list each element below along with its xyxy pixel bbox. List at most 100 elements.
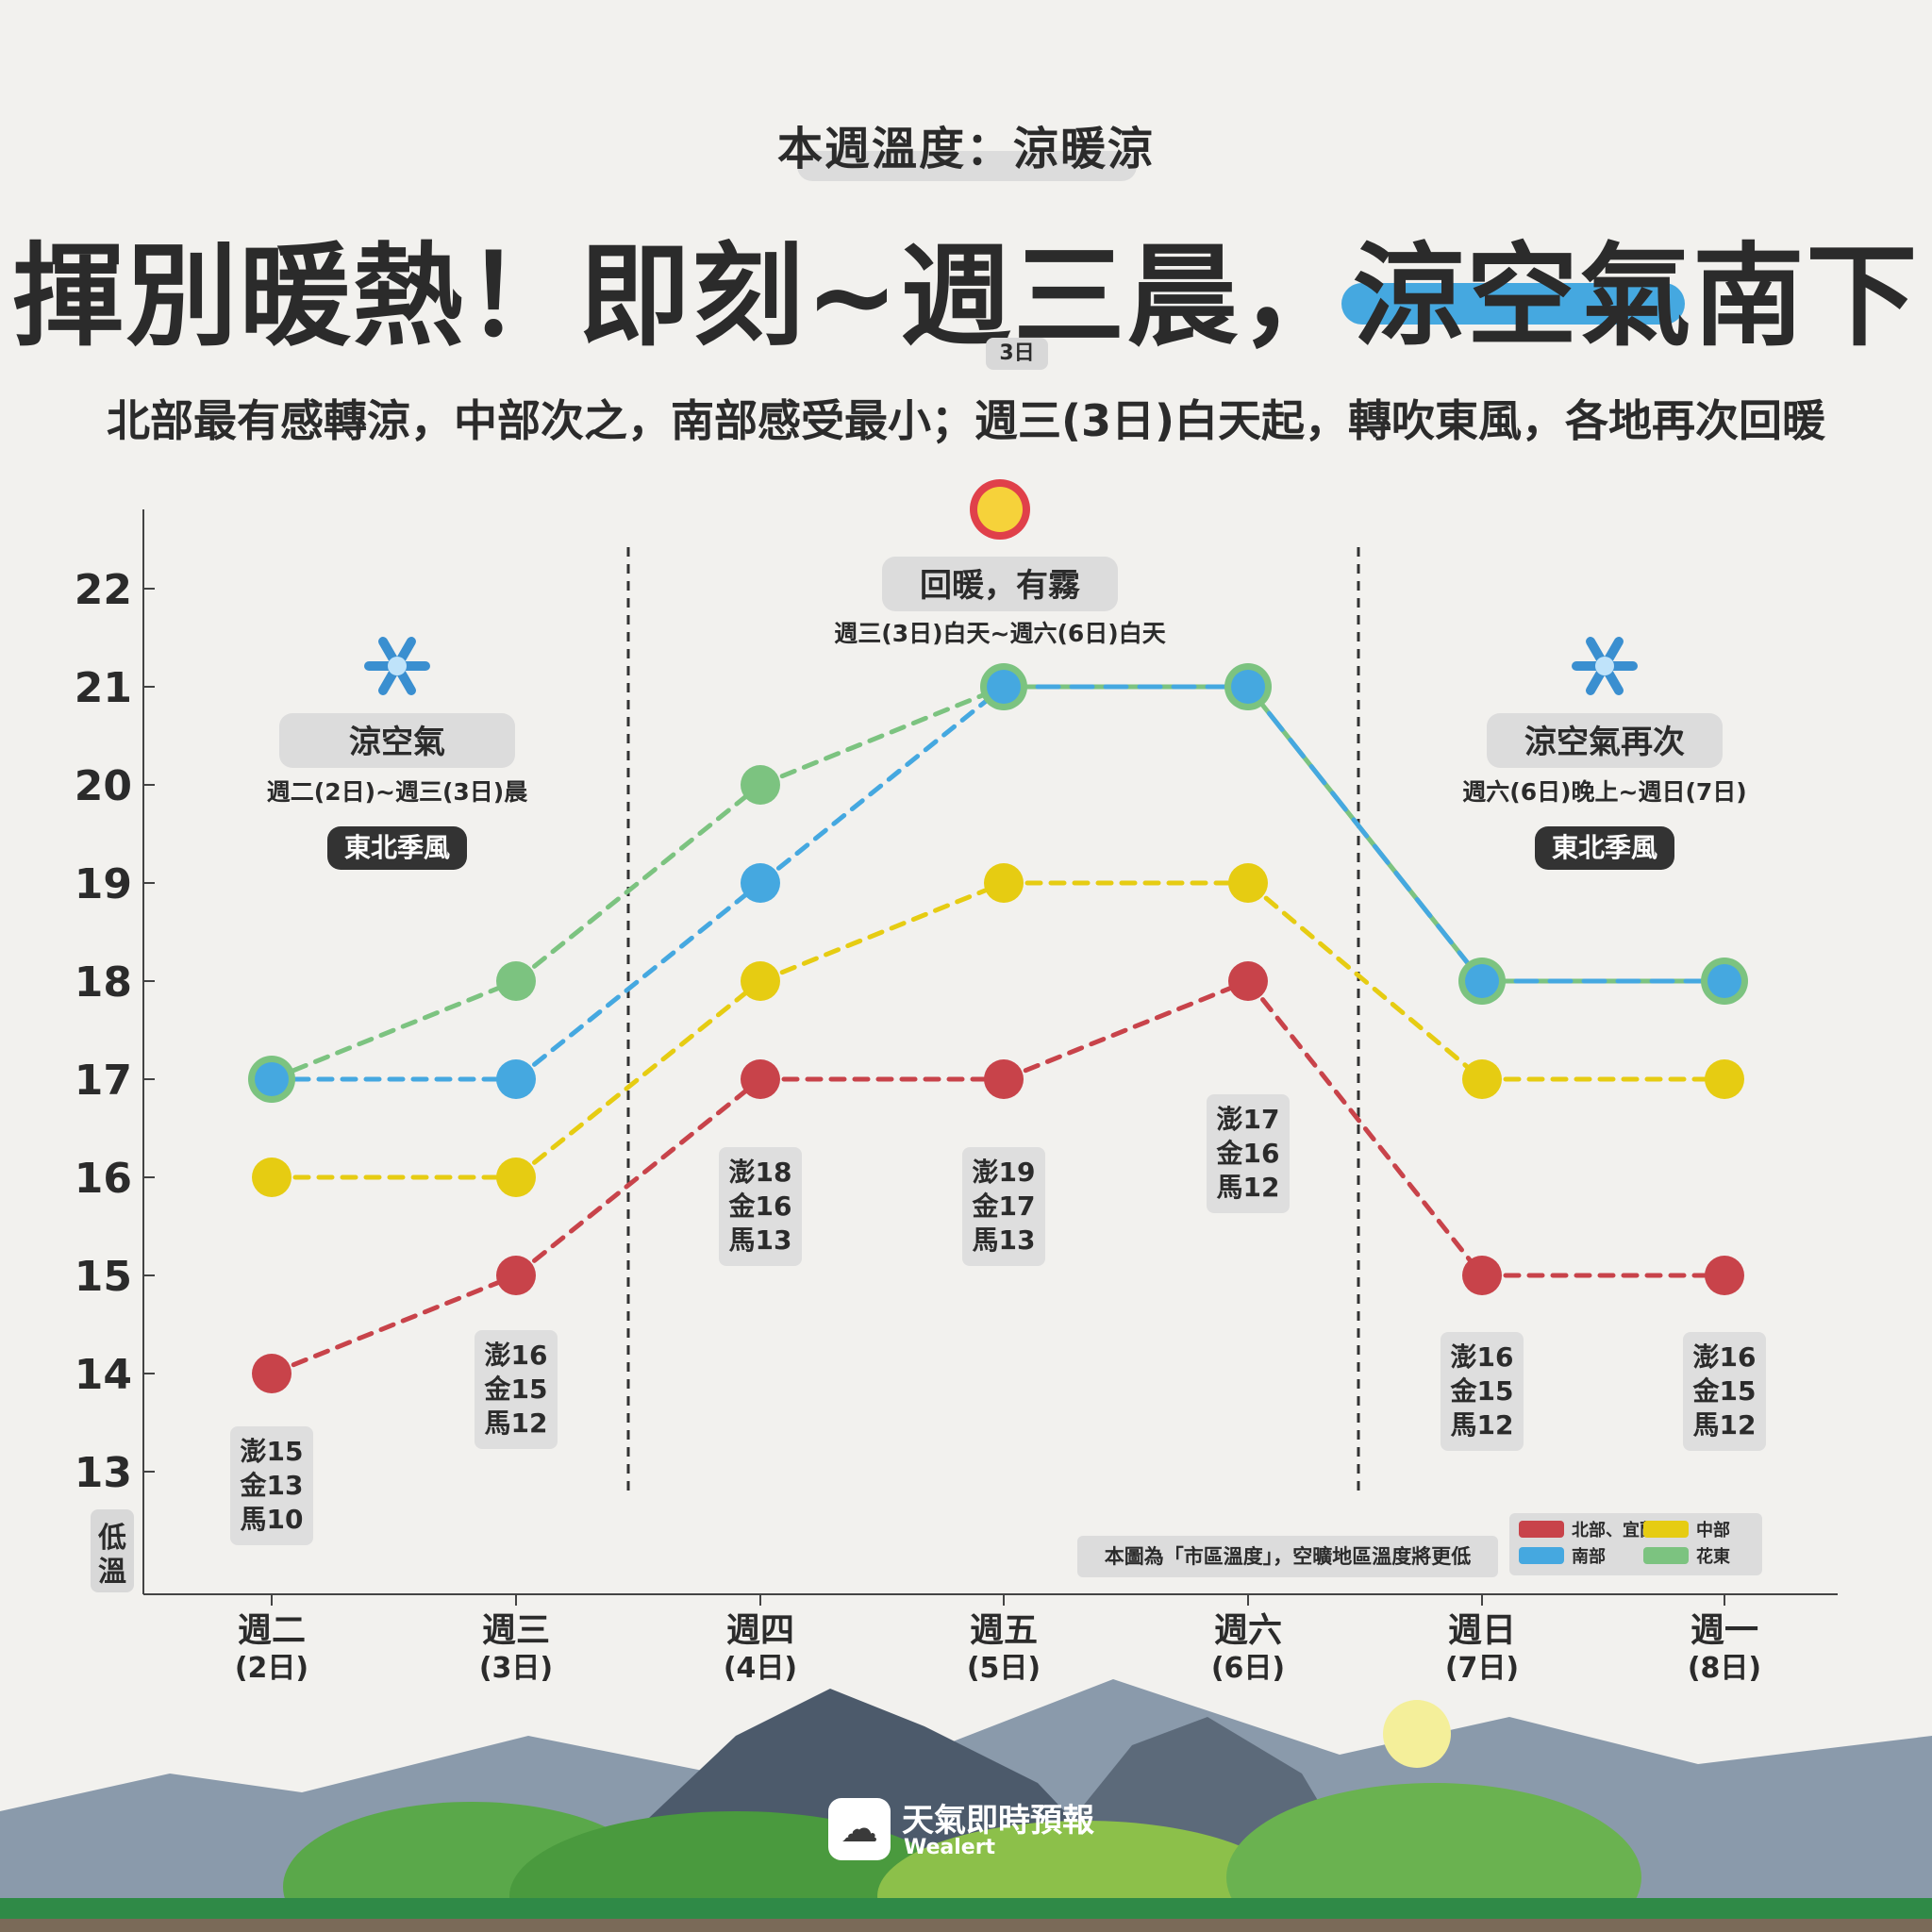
island-label-text: 金17 [972, 1191, 1036, 1222]
snowflake-icon [1572, 637, 1638, 695]
period-dates: 週六(6日)晚上~週日(7日) [1462, 778, 1746, 806]
period-label: 涼空氣 [349, 724, 445, 761]
cloud-rain-icon: ☁ [828, 1798, 891, 1860]
x-tick-label: 週一 [1690, 1611, 1758, 1650]
legend-swatch-south [1519, 1547, 1564, 1564]
period-dates: 週二(2日)~週三(3日)晨 [267, 778, 528, 806]
data-point-central [741, 961, 780, 1001]
x-tick-date: (7日) [1445, 1652, 1519, 1685]
data-point-south [741, 863, 780, 903]
island-label-box [962, 1147, 1045, 1266]
series-line-north [269, 1273, 519, 1376]
island-label-text: 金16 [1216, 1138, 1280, 1169]
island-label-text: 金15 [484, 1374, 548, 1405]
island-label-box [719, 1147, 802, 1266]
legend-swatch-central [1643, 1521, 1689, 1538]
data-point-north [984, 1059, 1024, 1099]
series-line-central [758, 880, 1007, 984]
x-tick-label: 週四 [726, 1611, 794, 1650]
island-label-text: 金16 [728, 1191, 792, 1222]
x-tick-date: (6日) [1211, 1652, 1285, 1685]
period-tag-chip [1535, 826, 1674, 870]
island-label-text: 澎16 [1693, 1341, 1757, 1373]
period-tag-chip [327, 826, 467, 870]
island-label-text: 馬12 [1217, 1172, 1280, 1203]
x-tick-date: (5日) [967, 1652, 1041, 1685]
island-label-text: 澎16 [1451, 1341, 1514, 1373]
data-point-south [1231, 670, 1265, 704]
period-dividers [626, 547, 1360, 1495]
sun-icon [970, 479, 1030, 540]
sun-face [977, 487, 1023, 532]
island-label-text: 馬12 [485, 1407, 548, 1439]
data-point-east [741, 765, 780, 805]
series-markers [248, 663, 1748, 1393]
y-tick-label: 20 [75, 762, 132, 810]
island-label-text: 金15 [1692, 1375, 1757, 1407]
y-tick-label: 17 [75, 1057, 132, 1105]
data-point-north [741, 1059, 780, 1099]
x-tick-date: (4日) [724, 1652, 797, 1685]
island-label-text: 馬10 [241, 1504, 304, 1535]
island-label-box [230, 1426, 313, 1545]
x-tick-label: 週三 [482, 1611, 550, 1650]
y-tick-label: 15 [75, 1253, 132, 1301]
island-label-text: 馬13 [729, 1224, 792, 1256]
data-point-north [496, 1256, 536, 1295]
series-line-north [1245, 978, 1485, 1278]
series-line-north [1001, 978, 1251, 1082]
data-point-central [1462, 1059, 1502, 1099]
island-label-text: 馬12 [1693, 1409, 1757, 1441]
island-label-text: 澎15 [241, 1436, 304, 1467]
legend-label-east: 花東 [1696, 1546, 1730, 1567]
x-tick-label: 週二 [238, 1611, 306, 1650]
period-label-chip [882, 557, 1118, 611]
data-point-north [1705, 1256, 1744, 1295]
period-tag: 東北季風 [344, 832, 450, 863]
legend-box [1509, 1513, 1762, 1575]
series-line-east [758, 684, 1007, 788]
legend-label-south: 南部 [1572, 1546, 1606, 1567]
data-point-north [1462, 1256, 1502, 1295]
data-point-south [496, 1059, 536, 1099]
legend-swatch-north [1519, 1521, 1564, 1538]
footer-note: 本圖為「市區溫度」，空曠地區溫度將更低 [1077, 1536, 1498, 1577]
period-label: 回暖，有霧 [920, 567, 1081, 605]
island-label-text: 澎16 [485, 1340, 548, 1371]
series-line-north [513, 1076, 763, 1278]
x-tick-label: 週日 [1448, 1611, 1516, 1650]
supertitle-underline [797, 151, 1137, 181]
brand-sub: Wealert [904, 1836, 996, 1859]
data-point-central [496, 1158, 536, 1197]
data-point-south [1465, 964, 1499, 998]
island-label-box [1441, 1332, 1524, 1451]
y-axis-title-chip [91, 1509, 134, 1592]
island-label-text: 澎18 [729, 1157, 792, 1188]
y-tick-label: 19 [75, 860, 132, 908]
date-chip: 3日 [986, 338, 1048, 370]
island-label-text: 金13 [240, 1470, 304, 1501]
data-point-central [1705, 1059, 1744, 1099]
period-label-chip [1487, 713, 1723, 768]
island-label-box [1207, 1094, 1290, 1213]
y-tick-label: 13 [75, 1449, 132, 1497]
data-point-north [1228, 961, 1268, 1001]
data-point-south [255, 1062, 289, 1096]
series-line-south [1245, 684, 1485, 984]
x-tick-date: (3日) [479, 1652, 553, 1685]
island-label-box [1683, 1332, 1766, 1451]
data-point-central [984, 863, 1024, 903]
chart-axes: 13 14 15 16 17 18 19 20 21 22 低溫 [75, 509, 1838, 1606]
page-title: 揮別暖熱！即刻~週三晨，涼空氣南下 [12, 231, 1920, 361]
series-line-central [513, 978, 763, 1180]
y-tick-label: 22 [75, 566, 132, 614]
series-line-south [758, 684, 1007, 886]
period-dates: 週三(3日)白天~週六(6日)白天 [834, 620, 1165, 647]
data-point-north [252, 1354, 291, 1393]
snowflake-core [1595, 657, 1614, 675]
x-tick-date: (2日) [235, 1652, 308, 1685]
x-tick-label: 週六 [1214, 1611, 1282, 1650]
